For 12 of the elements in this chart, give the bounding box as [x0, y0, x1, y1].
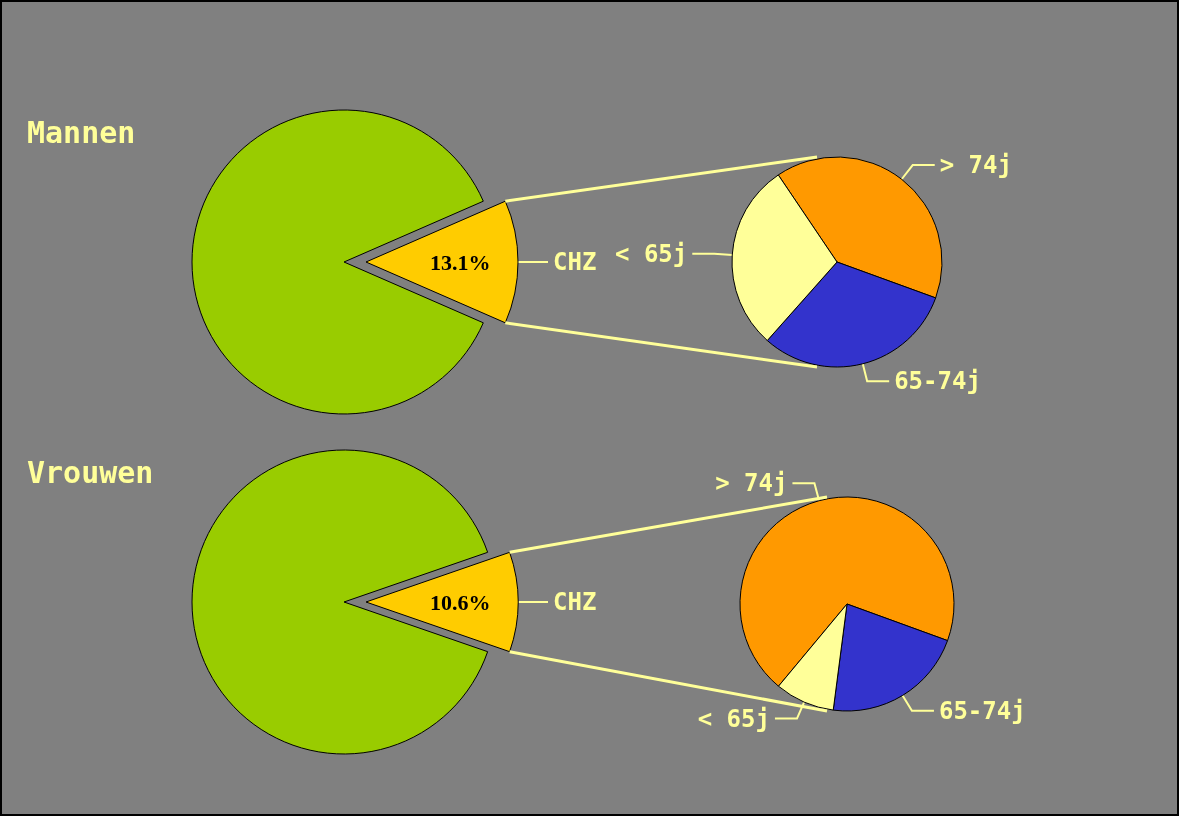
slice-label: < 65j: [697, 704, 770, 733]
slice-label: 65-74j: [894, 367, 981, 396]
slice-label: 65-74j: [938, 696, 1026, 725]
slice-label: > 74j: [715, 469, 788, 498]
chart-title: Mannen: [27, 114, 136, 150]
data-label: 10.6%: [429, 589, 491, 615]
slice-label: < 65j: [615, 239, 688, 268]
slice-label: CHZ: [553, 588, 597, 616]
slice-label: CHZ: [553, 248, 597, 276]
chart-title: Vrouwen: [27, 454, 154, 490]
slice-label: > 74j: [939, 151, 1012, 180]
data-label: 13.1%: [429, 249, 491, 275]
